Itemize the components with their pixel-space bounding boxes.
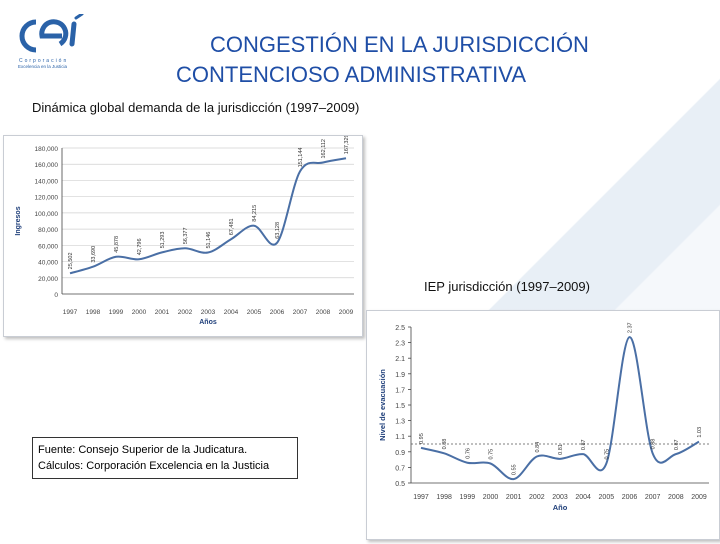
x-tick-label: 2002	[178, 309, 193, 316]
x-tick-label: 1997	[63, 309, 78, 316]
y-tick-label: 140,000	[35, 178, 59, 185]
y-tick-label: 1.1	[395, 434, 405, 441]
x-axis-title: Años	[199, 319, 217, 326]
data-label: 1.03	[697, 427, 703, 438]
data-label: 67,481	[229, 218, 235, 235]
logo: Corporación Excelencia en la Justicia	[14, 12, 96, 70]
x-tick-label: 2007	[293, 309, 308, 316]
y-tick-label: 100,000	[35, 211, 59, 218]
x-tick-label: 1997	[413, 494, 429, 501]
data-label: 0.75	[489, 449, 495, 460]
y-tick-label: 2.1	[395, 356, 405, 363]
y-tick-label: 60,000	[38, 243, 58, 250]
x-tick-label: 2004	[575, 494, 591, 501]
data-label: 0.81	[558, 444, 564, 455]
y-tick-label: 0.9	[395, 450, 405, 457]
x-tick-label: 2008	[668, 494, 684, 501]
iep-chart-svg: 0.5 0.7 0.9 1.1 1.3 1.5 1.7 1.9 2.1 2.3 2.5 1997 199…	[378, 322, 709, 512]
y-tick-label: 20,000	[38, 276, 58, 283]
data-label: 0.88	[651, 439, 657, 450]
data-label: 84,215	[252, 205, 258, 222]
data-label: 51,293	[160, 232, 166, 249]
data-label: 0.75	[604, 449, 610, 460]
data-label: 2.37	[628, 322, 634, 333]
y-tick-label: 180,000	[35, 146, 59, 153]
logo-text: Corporación	[19, 58, 69, 64]
x-tick-label: 2001	[506, 494, 522, 501]
x-tick-label: 1998	[86, 309, 101, 316]
x-tick-label: 1999	[460, 494, 476, 501]
x-tick-label: 2002	[529, 494, 545, 501]
y-tick-label: 40,000	[38, 260, 58, 267]
y-tick-label: 0.5	[395, 481, 405, 488]
y-tick-label: 1.7	[395, 387, 405, 394]
page-title: CONGESTIÓN EN LA JURISDICCIÓN CONTENCIOS…	[100, 30, 680, 90]
y-tick-label: 2.3	[395, 341, 405, 348]
data-label: 0.55	[512, 464, 518, 475]
x-tick-label: 2005	[247, 309, 262, 316]
data-label: 56,377	[183, 227, 189, 244]
x-tick-label: 2000	[483, 494, 499, 501]
title-line-1: CONGESTIÓN EN LA JURISDICCIÓN	[210, 32, 589, 57]
x-tick-label: 2006	[622, 494, 638, 501]
x-tick-label: 1998	[436, 494, 452, 501]
logo-mark-icon	[19, 12, 84, 53]
data-label: 0.87	[581, 439, 587, 450]
data-label: 0.88	[442, 439, 448, 450]
y-tick-label: 160,000	[35, 162, 59, 169]
x-tick-label: 2001	[155, 309, 170, 316]
x-tick-label: 2003	[201, 309, 216, 316]
data-label: 167,329	[344, 136, 350, 154]
iep-chart-caption: IEP jurisdicción (1997–2009)	[424, 279, 590, 294]
demand-chart-caption: Dinámica global demanda de la jurisdicci…	[32, 100, 360, 115]
y-tick-label: 120,000	[35, 195, 59, 202]
y-tick-label: 0.7	[395, 465, 405, 472]
data-label: 25,502	[68, 252, 74, 269]
demand-chart: 0 20,000 40,000 60,000 80,000 100,000 120,000 1…	[3, 134, 363, 337]
y-tick-label: 1.3	[395, 419, 405, 426]
calculation-line: Cálculos: Corporación Excelencia en la J…	[38, 460, 270, 472]
data-label: 0.95	[419, 433, 425, 444]
x-tick-label: 2005	[599, 494, 615, 501]
source-line: Fuente: Consejo Superior de la Judicatur…	[38, 444, 248, 456]
x-tick-label: 2004	[224, 309, 239, 316]
logo-subtext: Excelencia en la Justicia	[18, 64, 68, 69]
data-label: 33,690	[91, 246, 97, 263]
demand-chart-svg: 0 20,000 40,000 60,000 80,000 100,000 120,000 1…	[15, 134, 354, 326]
x-axis-title: Año	[553, 503, 568, 512]
x-tick-label: 2006	[270, 309, 285, 316]
x-tick-label: 2003	[552, 494, 568, 501]
y-tick-label: 0	[54, 292, 58, 299]
y-tick-label: 1.5	[395, 403, 405, 410]
x-tick-label: 2007	[645, 494, 661, 501]
y-axis-title: Nivel de evacuación	[378, 369, 387, 441]
y-tick-label: 80,000	[38, 227, 58, 234]
y-tick-label: 1.9	[395, 372, 405, 379]
series-line	[69, 157, 347, 275]
x-tick-label: 2009	[339, 309, 354, 316]
data-label: 162,112	[321, 139, 327, 158]
y-axis-title: Ingresos	[15, 206, 22, 235]
data-label: 0.87	[674, 439, 680, 450]
title-line-2: CONTENCIOSO ADMINISTRATIVA	[176, 62, 526, 87]
data-label: 42,796	[137, 238, 143, 255]
x-tick-label: 2000	[132, 309, 147, 316]
x-tick-label: 1999	[109, 309, 124, 316]
iep-chart: 0.5 0.7 0.9 1.1 1.3 1.5 1.7 1.9 2.1 2.3 2.5 1997 199…	[366, 310, 720, 540]
data-label: 0.84	[535, 442, 541, 453]
data-label: 51,146	[206, 232, 212, 249]
y-tick-label: 2.5	[395, 325, 405, 332]
source-note: Fuente: Consejo Superior de la Judicatur…	[32, 437, 298, 479]
x-tick-label: 2009	[691, 494, 707, 501]
x-tick-label: 2008	[316, 309, 331, 316]
data-label: 151,144	[298, 148, 304, 168]
series-line	[420, 336, 700, 481]
data-label: 45,878	[114, 236, 120, 253]
data-label: 0.76	[465, 448, 471, 459]
data-label: 63,128	[275, 222, 281, 239]
